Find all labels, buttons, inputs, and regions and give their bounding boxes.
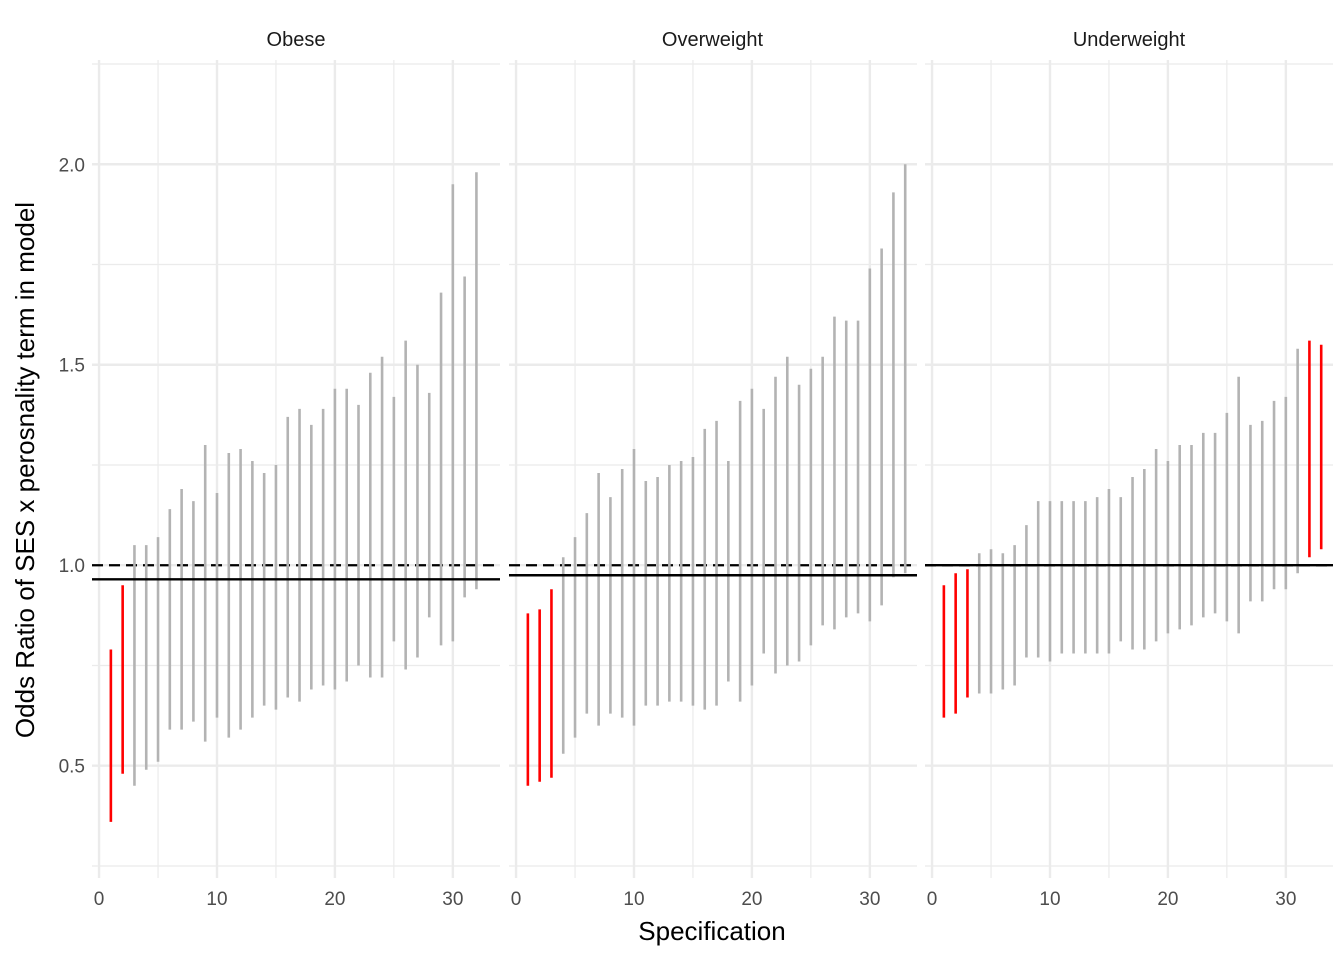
y-axis-title: Odds Ratio of SES x perosnality term in …	[10, 202, 40, 738]
x-tick-label: 10	[206, 889, 227, 910]
x-tick-label: 30	[1275, 889, 1296, 910]
x-tick-label: 0	[927, 889, 938, 910]
y-tick-label: 0.5	[59, 757, 85, 778]
panel-title-overweight: Overweight	[662, 29, 764, 51]
panel-title-underweight: Underweight	[1073, 29, 1186, 51]
x-tick-label: 10	[623, 889, 644, 910]
x-tick-label: 20	[741, 889, 762, 910]
axis-labels: 0 10 20 30 0 10 20 30 0 10 20 30 0.5 1.0 1.5 2.0	[59, 155, 1297, 910]
panel-title-obese: Obese	[267, 29, 326, 51]
x-tick-label: 30	[442, 889, 463, 910]
x-tick-label: 30	[859, 889, 880, 910]
interval-marks	[109, 164, 1323, 822]
x-tick-label: 10	[1039, 889, 1060, 910]
x-tick-label: 0	[511, 889, 522, 910]
panel-grids	[92, 60, 1333, 878]
x-tick-label: 20	[324, 889, 345, 910]
y-tick-label: 2.0	[59, 155, 85, 176]
x-axis-title: Specification	[638, 916, 785, 946]
y-tick-label: 1.0	[59, 556, 85, 577]
estimate-lines	[92, 564, 1333, 581]
x-tick-label: 20	[1157, 889, 1178, 910]
x-tick-label: 0	[94, 889, 105, 910]
y-tick-label: 1.5	[59, 356, 85, 377]
